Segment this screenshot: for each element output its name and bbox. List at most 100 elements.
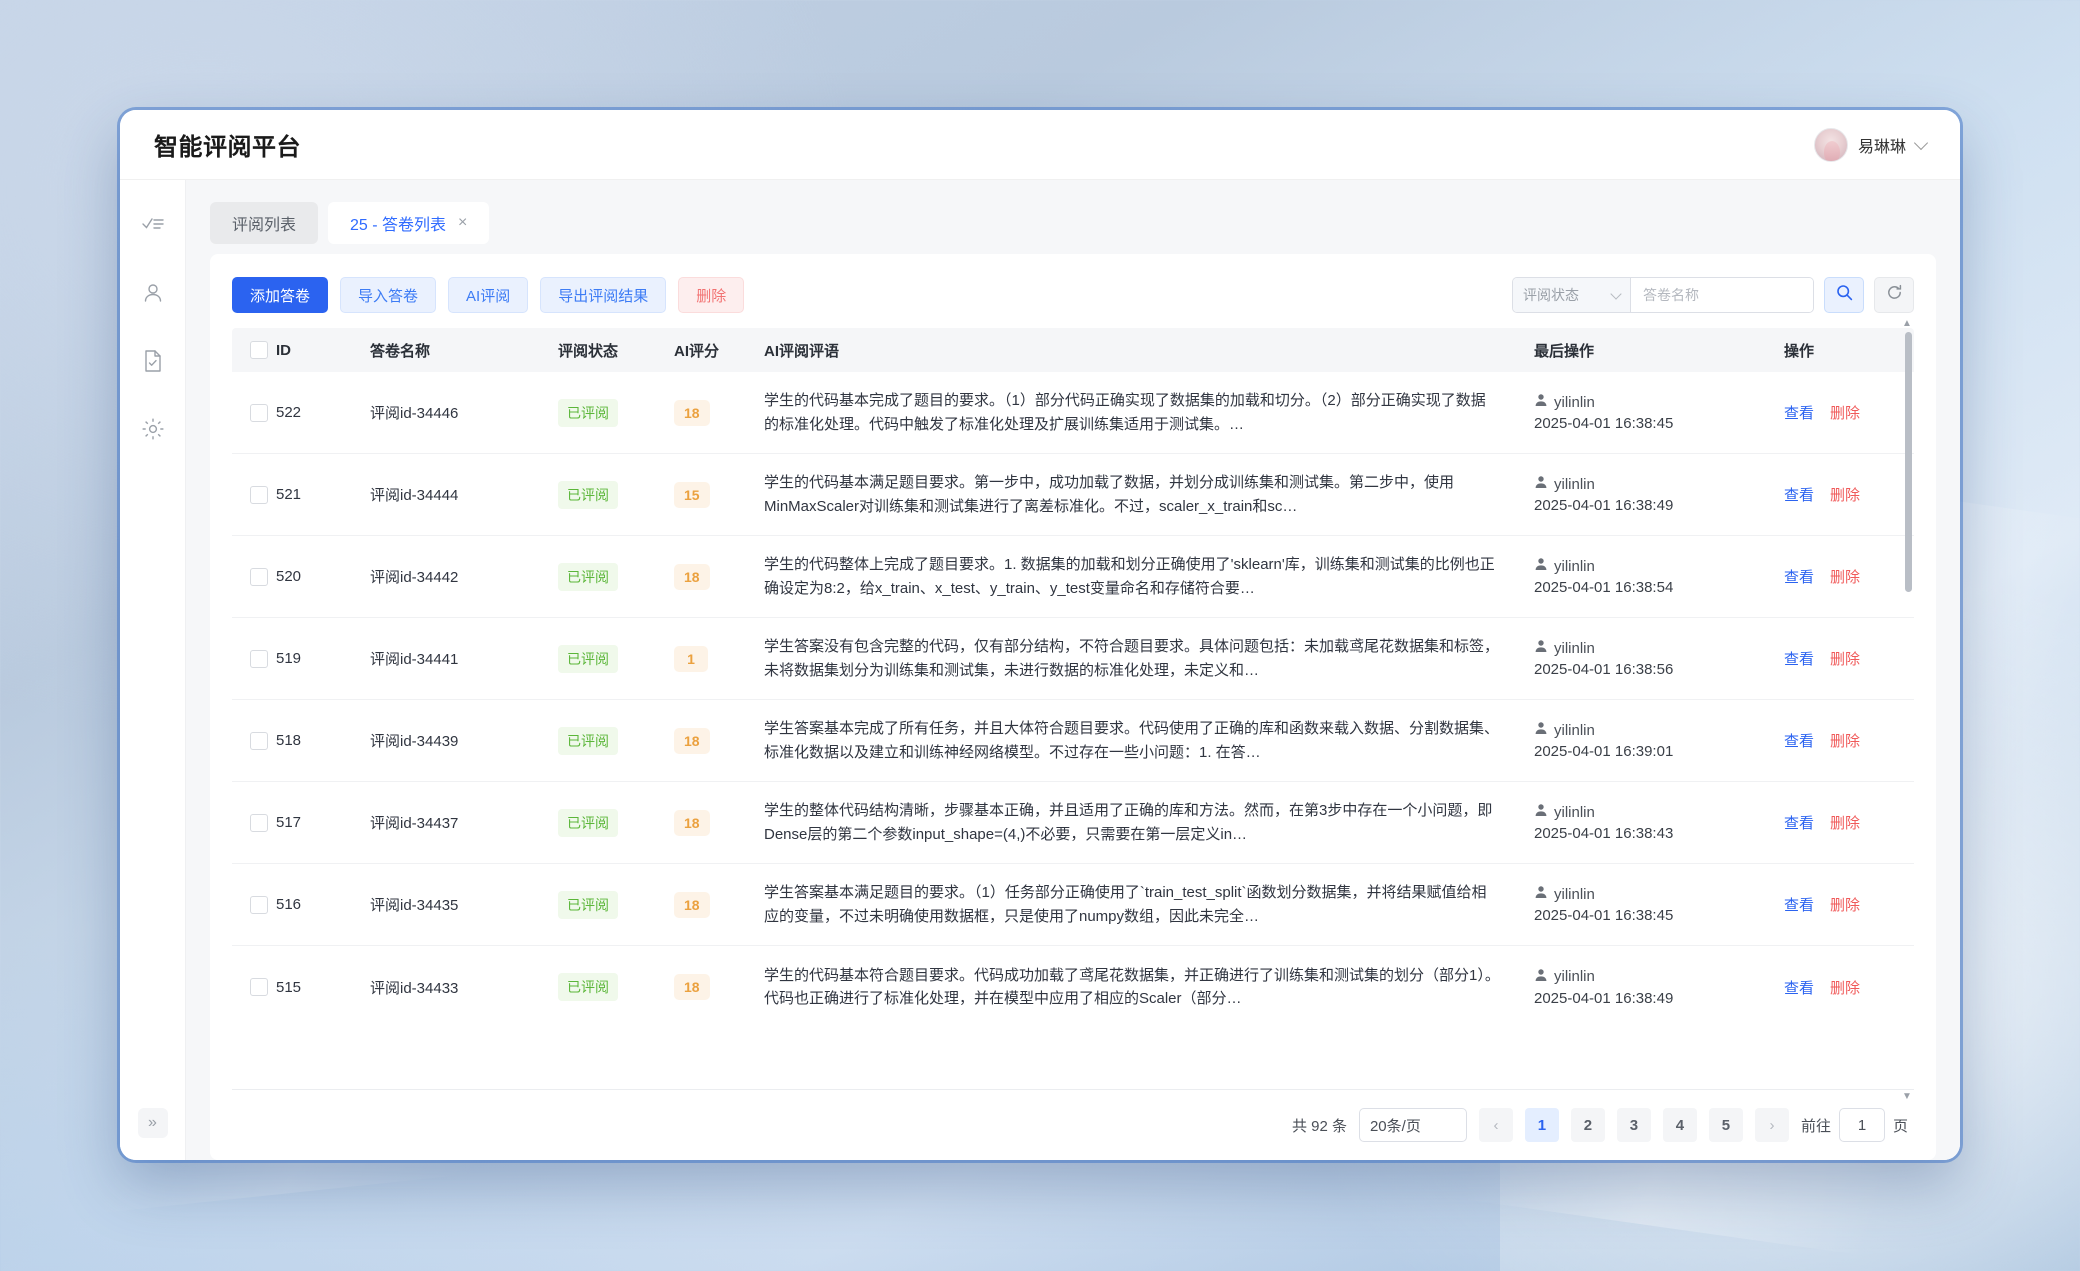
avatar [1813,127,1848,162]
refresh-button[interactable] [1874,277,1914,313]
status-filter-select[interactable]: 评阅状态 [1513,278,1631,312]
cell-state: 已评阅 [558,398,674,427]
scrollbar-thumb[interactable] [1905,332,1912,592]
row-checkbox[interactable] [250,895,268,914]
sidebar-item-settings[interactable] [131,406,175,452]
tab-label: 25 - 答卷列表 [350,217,447,234]
status-badge: 已评阅 [558,480,618,509]
ai-review-button[interactable]: AI评阅 [448,277,529,313]
table-row[interactable]: 520 评阅id-34442 已评阅 18 学生的代码整体上完成了题目要求。1. 数据集… [232,536,1914,618]
view-link[interactable]: 查看 [1784,979,1815,997]
table-row[interactable]: 522 评阅id-34446 已评阅 18 学生的代码基本完成了题目的要求。（1）部分代… [232,372,1914,454]
close-icon[interactable]: × [458,214,468,231]
delete-link[interactable]: 删除 [1830,733,1861,750]
view-link[interactable]: 查看 [1784,815,1815,832]
select-all-cell [232,341,276,359]
page-button-4[interactable]: 4 [1662,1108,1697,1142]
row-checkbox[interactable] [250,403,268,422]
add-answer-button[interactable]: 添加答卷 [232,277,329,313]
view-link[interactable]: 查看 [1784,487,1815,504]
delete-link[interactable]: 删除 [1830,815,1861,832]
table-row[interactable]: 516 评阅id-34435 已评阅 18 学生答案基本满足题目的要求。（1）任务部分正… [232,864,1914,946]
last-operator: yilinlin [1534,885,1784,903]
user-icon [1534,639,1548,657]
view-link[interactable]: 查看 [1784,651,1815,668]
view-link[interactable]: 查看 [1784,569,1815,586]
row-checkbox[interactable] [250,978,268,996]
table-row[interactable]: 519 评阅id-34441 已评阅 1 学生答案没有包含完整的代码，仅有部分结构，不符… [232,618,1914,700]
page-button-3[interactable]: 3 [1616,1108,1651,1142]
delete-link[interactable]: 删除 [1830,569,1861,586]
search-icon [1836,284,1853,306]
row-checkbox[interactable] [250,731,268,750]
row-actions: 查看 删除 [1784,402,1914,423]
sidebar-item-user[interactable] [131,270,175,316]
next-page-button[interactable]: › [1754,1108,1789,1142]
search-input[interactable] [1631,278,1813,312]
cell-score: 15 [674,481,764,508]
score-badge: 1 [674,645,708,672]
cell-score: 18 [674,974,764,1000]
scroll-up-icon[interactable]: ▲ [1902,318,1912,329]
toolbar-actions: 添加答卷 导入答卷 AI评阅 导出评阅结果 删除 [232,277,745,313]
sidebar-item-papers[interactable] [131,338,175,384]
status-badge: 已评阅 [558,562,618,591]
cell-comment: 学生的代码基本完成了题目的要求。（1）部分代码正确实现了数据集的加载和切分。（2… [764,389,1534,436]
export-result-button[interactable]: 导出评阅结果 [540,277,667,313]
sidebar-item-review[interactable] [131,202,175,248]
cell-comment: 学生的代码整体上完成了题目要求。1. 数据集的加载和划分正确使用了'sklear… [764,553,1534,600]
delete-link[interactable]: 删除 [1830,487,1861,504]
page-button-2[interactable]: 2 [1570,1108,1605,1142]
row-checkbox[interactable] [250,567,268,586]
cell-id: 518 [276,732,302,749]
delete-link[interactable]: 删除 [1830,979,1861,997]
last-operator: yilinlin [1534,968,1784,986]
operator-name: yilinlin [1554,968,1595,985]
row-actions: 查看 删除 [1784,566,1914,587]
table-row[interactable]: 518 评阅id-34439 已评阅 18 学生答案基本完成了所有任务，并且大体符合题目… [232,700,1914,782]
row-actions: 查看 删除 [1784,894,1914,915]
delete-link[interactable]: 删除 [1830,651,1861,668]
delete-button[interactable]: 删除 [678,277,745,313]
cell-last-operation: yilinlin 2025-04-01 16:38:49 [1534,968,1784,1007]
delete-link[interactable]: 删除 [1830,897,1861,914]
column-header-comment: AI评阅评语 [764,342,840,360]
tab-answer-list[interactable]: 25 - 答卷列表 × [328,202,490,244]
view-link[interactable]: 查看 [1784,733,1815,750]
score-badge: 15 [674,481,710,508]
row-checkbox[interactable] [250,813,268,832]
table-scrollbar[interactable]: ▲ ▼ [1902,318,1912,1102]
table-row[interactable]: 517 评阅id-34437 已评阅 18 学生的整体代码结构清晰，步骤基本正确，并且适… [232,782,1914,864]
cell-id: 517 [276,814,302,831]
import-answer-button[interactable]: 导入答卷 [340,277,437,313]
page-button-5[interactable]: 5 [1708,1108,1743,1142]
row-checkbox[interactable] [250,649,268,668]
comment-text: 学生的代码基本完成了题目的要求。（1）部分代码正确实现了数据集的加载和切分。（2… [764,392,1486,433]
jump-page-input[interactable] [1838,1108,1885,1142]
user-menu[interactable]: 易琳琳 [1813,127,1929,162]
score-badge: 18 [674,974,710,1000]
cell-operations: 查看 删除 [1784,977,1914,998]
prev-page-button[interactable]: ‹ [1478,1108,1513,1142]
scroll-down-icon[interactable]: ▼ [1902,1091,1912,1102]
row-checkbox[interactable] [250,485,268,504]
page-size-select[interactable]: 20条/页 [1358,1108,1467,1142]
row-actions: 查看 删除 [1784,648,1914,669]
cell-name: 评阅id-34442 [370,569,459,586]
table-row[interactable]: 521 评阅id-34444 已评阅 15 学生的代码基本满足题目要求。第一步中，成功加… [232,454,1914,536]
chevron-down-icon [1610,287,1622,300]
column-header-score: AI评分 [674,342,720,360]
select-all-checkbox[interactable] [250,341,268,359]
delete-link[interactable]: 删除 [1830,405,1861,422]
table-row[interactable]: 515 评阅id-34433 已评阅 18 学生的代码基本符合题目要求。代码成功加载了鸢… [232,946,1914,1028]
tab-review-list[interactable]: 评阅列表 [210,202,319,244]
cell-score: 18 [674,809,764,836]
sidebar-expand-button[interactable]: » [137,1108,168,1138]
view-link[interactable]: 查看 [1784,405,1815,422]
column-header-name: 答卷名称 [370,342,431,360]
page-button-1[interactable]: 1 [1524,1108,1559,1142]
last-operator: yilinlin [1534,721,1784,739]
search-button[interactable] [1824,277,1864,313]
view-link[interactable]: 查看 [1784,897,1815,914]
